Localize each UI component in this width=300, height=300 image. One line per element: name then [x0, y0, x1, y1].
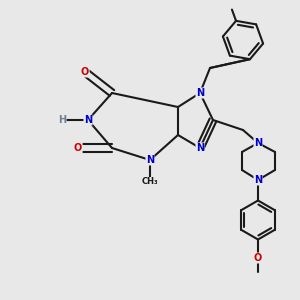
Text: O: O	[74, 143, 82, 153]
Text: N: N	[254, 175, 262, 185]
Text: N: N	[196, 88, 204, 98]
Text: O: O	[254, 253, 262, 263]
Text: H: H	[58, 115, 66, 125]
Text: N: N	[146, 155, 154, 165]
Text: N: N	[84, 115, 92, 125]
Text: CH₃: CH₃	[142, 178, 158, 187]
Text: O: O	[81, 67, 89, 77]
Text: N: N	[196, 143, 204, 153]
Text: N: N	[254, 138, 262, 148]
